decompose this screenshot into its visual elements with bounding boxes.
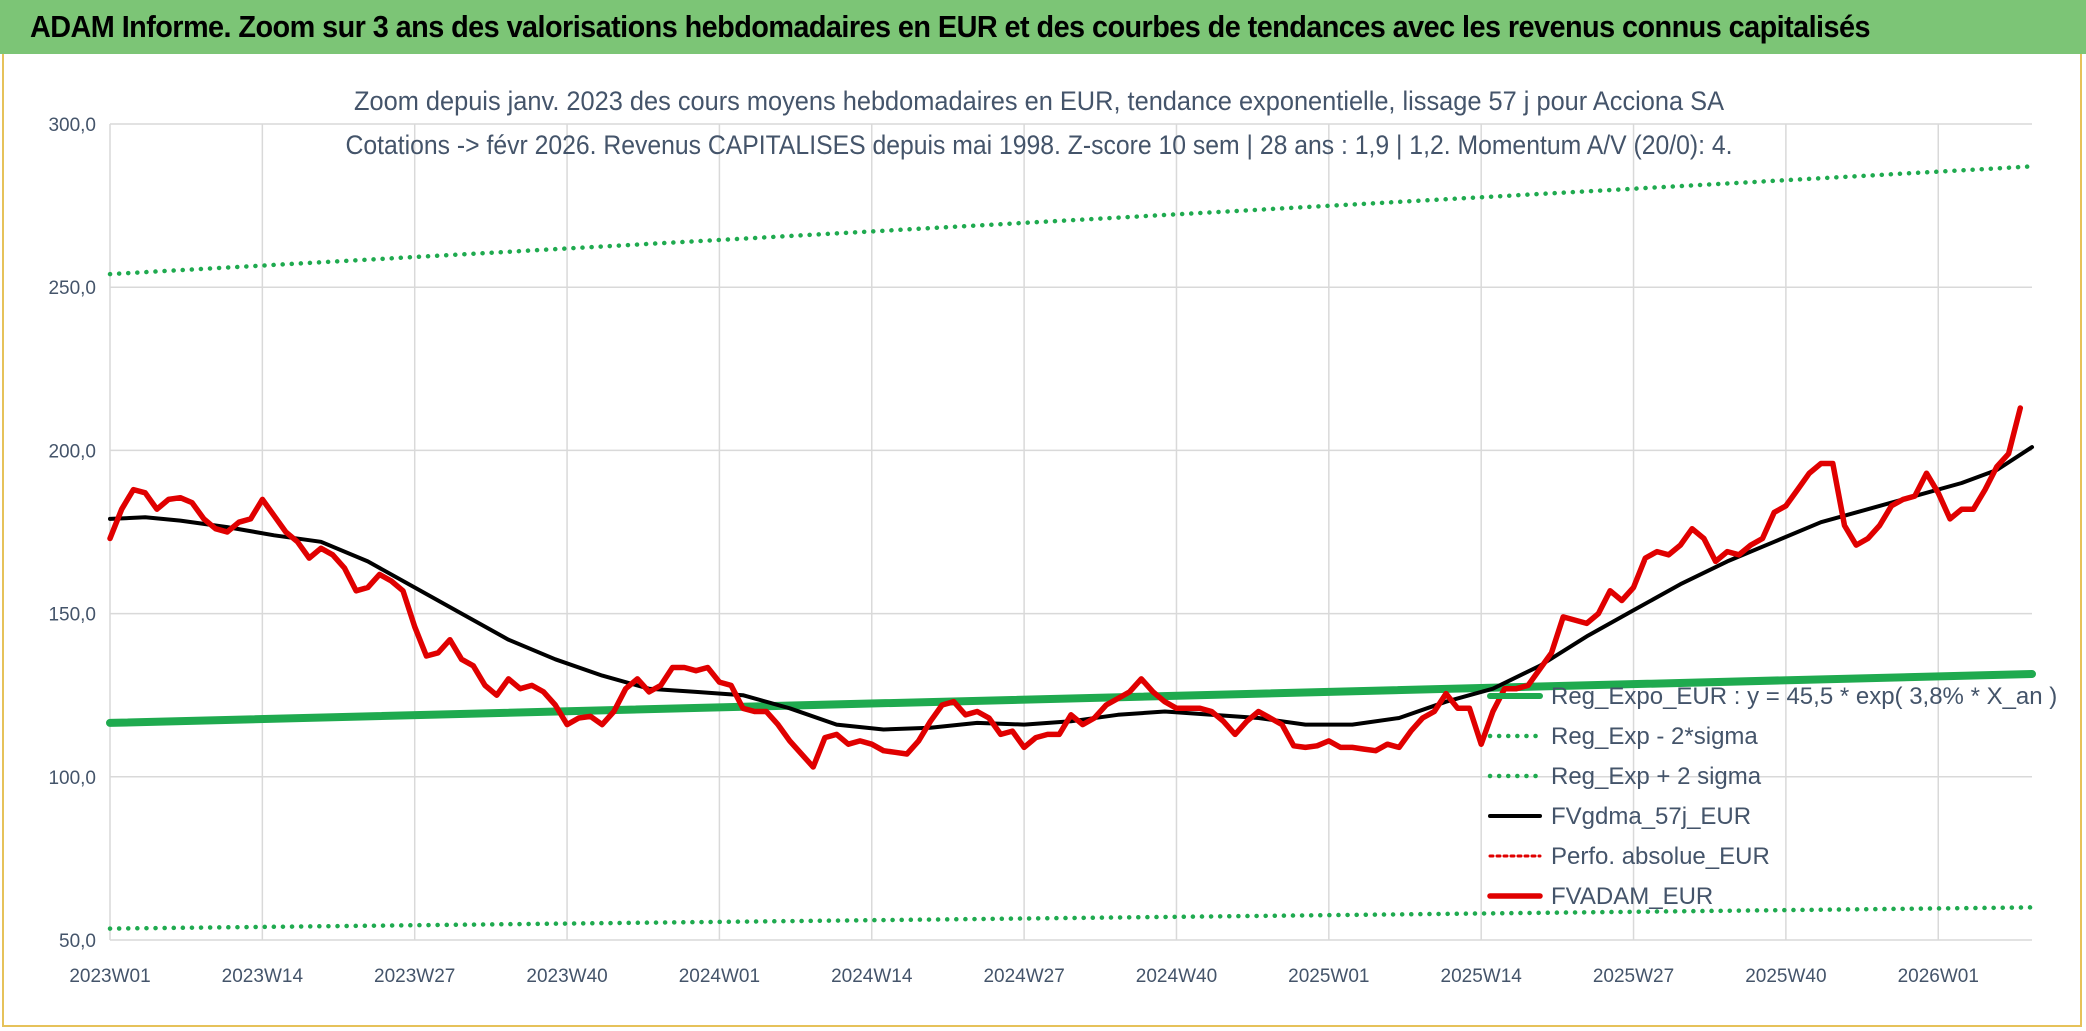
y-tick-label: 50,0 bbox=[59, 931, 96, 952]
legend-label: FVgdma_57j_EUR bbox=[1551, 803, 1751, 830]
x-tick-label: 2025W27 bbox=[1593, 966, 1674, 987]
chart-frame bbox=[2, 54, 2082, 1027]
report-title: ADAM Informe. Zoom sur 3 ans des valoris… bbox=[30, 9, 1870, 44]
chart-title-line2: Cotations -> févr 2026. Revenus CAPITALI… bbox=[346, 130, 1733, 160]
x-tick-label: 2023W14 bbox=[222, 966, 304, 987]
y-axis-ticks: 50,0 100,0 150,0 200,0 250,0 300,0 bbox=[48, 115, 96, 952]
fvadam-line bbox=[107, 405, 2024, 770]
y-tick-label: 250,0 bbox=[48, 278, 96, 299]
chart-title-line1: Zoom depuis janv. 2023 des cours moyens … bbox=[354, 86, 1724, 116]
x-tick-label: 2024W27 bbox=[983, 966, 1064, 987]
legend-label: Reg_Expo_EUR : y = 45,5 * exp( 3,8% * X_… bbox=[1551, 683, 2057, 710]
legend-label: Reg_Exp - 2*sigma bbox=[1551, 723, 1758, 750]
series-lines bbox=[106, 164, 2036, 931]
y-tick-label: 150,0 bbox=[48, 605, 96, 626]
x-tick-label: 2024W40 bbox=[1136, 966, 1217, 987]
fvgdma-57j-line bbox=[108, 445, 2034, 732]
x-tick-label: 2025W14 bbox=[1441, 966, 1523, 987]
x-tick-label: 2024W14 bbox=[831, 966, 913, 987]
legend-label: Perfo. absolue_EUR bbox=[1551, 843, 1770, 870]
x-tick-label: 2023W27 bbox=[374, 966, 455, 987]
report-banner: ADAM Informe. Zoom sur 3 ans des valoris… bbox=[0, 0, 2086, 54]
legend: Reg_Expo_EUR : y = 45,5 * exp( 3,8% * X_… bbox=[1487, 683, 2057, 910]
x-tick-label: 2026W01 bbox=[1898, 966, 1979, 987]
reg-expo-line bbox=[106, 670, 2036, 727]
x-tick-label: 2024W01 bbox=[679, 966, 760, 987]
x-tick-label: 2025W40 bbox=[1745, 966, 1826, 987]
y-tick-label: 300,0 bbox=[48, 115, 96, 136]
y-tick-label: 200,0 bbox=[48, 441, 96, 462]
legend-label: Reg_Exp + 2 sigma bbox=[1551, 763, 1762, 790]
legend-label: FVADAM_EUR bbox=[1551, 883, 1713, 910]
x-axis-ticks: 2023W01 2023W14 2023W27 2023W40 2024W01 2024W… bbox=[69, 966, 1979, 987]
x-tick-label: 2023W40 bbox=[526, 966, 607, 987]
x-tick-label: 2025W01 bbox=[1288, 966, 1369, 987]
y-tick-label: 100,0 bbox=[48, 768, 96, 789]
x-tick-label: 2023W01 bbox=[69, 966, 150, 987]
reg-minus-2sigma-line bbox=[107, 905, 2035, 931]
reg-plus-2sigma-line bbox=[107, 164, 2035, 277]
